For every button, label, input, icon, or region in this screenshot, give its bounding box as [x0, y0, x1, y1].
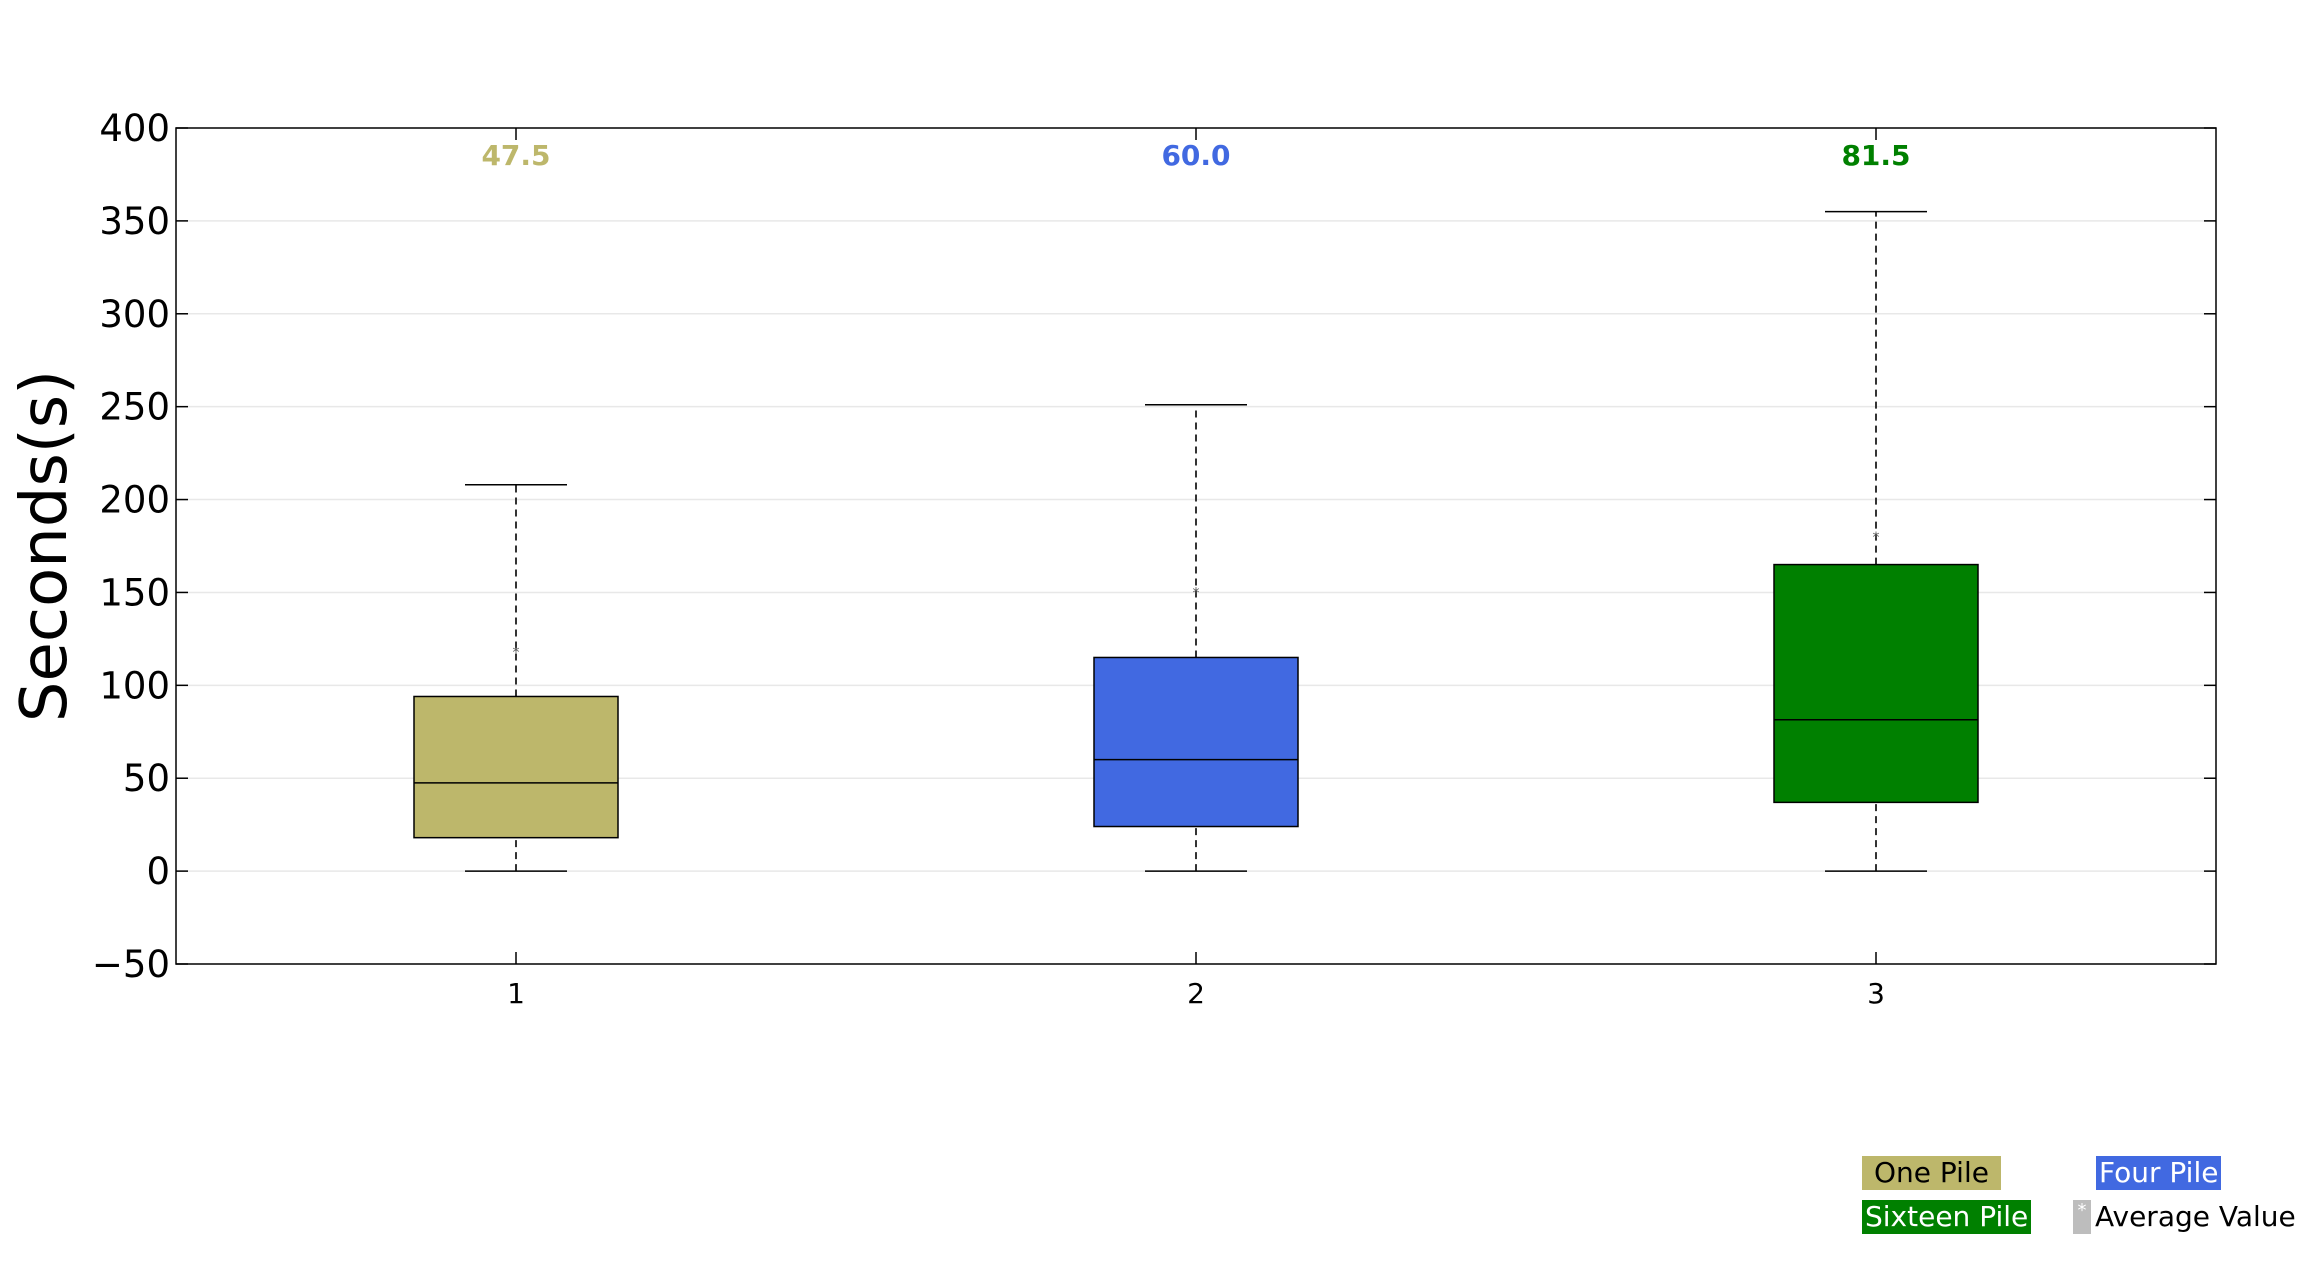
- y-tick-label: 200: [99, 479, 170, 522]
- legend-item-average-value: * Average Value: [2073, 1200, 2296, 1234]
- box-3: * 81.5: [1773, 139, 1979, 872]
- box-1: * 47.5: [413, 139, 619, 872]
- legend-label-average-value: Average Value: [2095, 1200, 2296, 1233]
- y-tick-label: 0: [146, 850, 170, 893]
- y-tick-label: 100: [99, 664, 170, 707]
- median-value-label: 60.0: [1161, 139, 1230, 172]
- legend-item-one-pile: One Pile: [1862, 1156, 2001, 1190]
- legend-item-sixteen-pile: Sixteen Pile: [1862, 1200, 2032, 1234]
- y-tick-label: 350: [99, 200, 170, 243]
- y-tick-label: 400: [99, 107, 170, 150]
- box-series: * 47.5 * 60.0 * 81.5: [413, 139, 1979, 872]
- legend-label-sixteen-pile: Sixteen Pile: [1862, 1200, 2032, 1234]
- y-axis-label: Seconds(s): [8, 370, 82, 722]
- mean-marker: *: [1193, 586, 1200, 602]
- median-value-label: 47.5: [481, 139, 550, 172]
- x-tick-label: 2: [1187, 977, 1205, 1010]
- y-tick-label: 300: [99, 293, 170, 336]
- median-value-label: 81.5: [1841, 139, 1910, 172]
- y-tick-label: 250: [99, 386, 170, 429]
- mean-marker: *: [1873, 530, 1880, 546]
- x-tick-label: 3: [1867, 977, 1885, 1010]
- asterisk-icon: *: [2073, 1200, 2091, 1234]
- box-iqr: [1093, 656, 1299, 828]
- box-iqr: [1773, 563, 1979, 804]
- legend-item-four-pile: Four Pile: [2096, 1156, 2222, 1190]
- legend: One Pile Four Pile Sixteen Pile * Average…: [1850, 1148, 2310, 1238]
- legend-label-four-pile: Four Pile: [2096, 1156, 2222, 1190]
- box-2: * 60.0: [1093, 139, 1299, 872]
- y-tick-label: 50: [123, 757, 170, 800]
- y-tick-label: −50: [92, 943, 170, 986]
- mean-marker: *: [513, 645, 520, 661]
- box-iqr: [413, 695, 619, 839]
- y-tick-label: 150: [99, 571, 170, 614]
- axes: −50 0 50 100 150 200 250 300 350 400 1 2 3: [92, 107, 2216, 1010]
- x-tick-label: 1: [507, 977, 525, 1010]
- legend-label-one-pile: One Pile: [1862, 1156, 2001, 1190]
